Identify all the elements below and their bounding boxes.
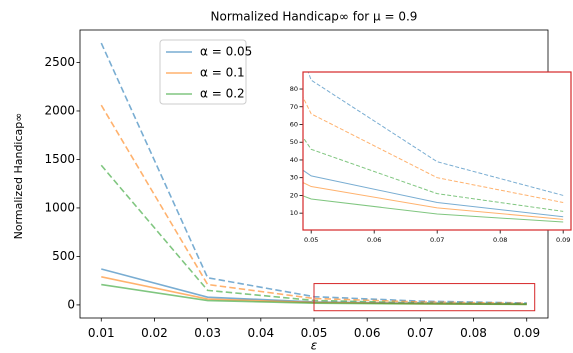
y-tick-label: 30 [290, 174, 298, 182]
y-tick-label: 1000 [44, 200, 75, 214]
x-tick-label: 0.08 [493, 236, 507, 244]
y-tick-label: 70 [290, 103, 298, 111]
legend-box [159, 39, 247, 105]
x-tick-label: 0.06 [354, 326, 381, 340]
main-axes: 0.01 0.02 0.03 0.04 0.05 0.06 0.07 0.08 0.090500… [44, 29, 549, 340]
y-tick-label: 50 [290, 138, 298, 146]
y-tick-label: 80 [290, 85, 298, 93]
y-axis-label: Normalized Handicap∞ [12, 113, 25, 240]
lines [303, 72, 564, 223]
y-tick-label: 20 [290, 191, 298, 199]
y-tick-label: 2000 [44, 103, 75, 117]
x-tick-label: 0.06 [367, 236, 381, 244]
x-tick-label: 0.07 [407, 326, 434, 340]
x-tick-label: 0.05 [304, 236, 318, 244]
y-tick-label: 0 [67, 297, 75, 311]
y-tick-label: 40 [290, 156, 298, 164]
dashed-line [303, 96, 564, 204]
x-tick-label: 0.08 [460, 326, 487, 340]
chart-title: Normalized Handicap∞ for μ = 0.9 [211, 10, 418, 24]
y-tick-label: 60 [290, 120, 298, 128]
legend-label: α = 0.05 [200, 45, 252, 59]
y-tick-label: 500 [52, 249, 75, 263]
x-tick-label: 0.07 [430, 236, 444, 244]
y-tick-label: 10 [290, 209, 298, 217]
x-axis-label: ε [311, 339, 318, 353]
x-tick-label: 0.09 [556, 236, 570, 244]
dashed-line [100, 104, 527, 305]
inset-frame [302, 71, 572, 231]
x-tick-label: 0.01 [88, 326, 115, 340]
y-tick-label: 1500 [44, 152, 75, 166]
x-tick-label: 0.04 [247, 326, 274, 340]
legend-label: α = 0.2 [200, 87, 245, 101]
line [303, 169, 564, 218]
x-tick-label: 0.02 [141, 326, 168, 340]
inset-axes: 0.05 0.06 0.07 0.08 0.09 10 20 30 40 50 60 70 80 [290, 71, 572, 244]
x-tick-label: 0.05 [301, 326, 328, 340]
x-tick-label: 0.03 [194, 326, 221, 340]
dashed-line [303, 136, 564, 212]
x-tick-label: 0.09 [513, 326, 540, 340]
line [303, 181, 564, 220]
inset-bg [303, 72, 572, 230]
y-tick-label: 2500 [44, 55, 75, 69]
legend-label: α = 0.1 [200, 66, 245, 80]
dashed-line [307, 72, 564, 196]
legend: α = 0.05 α = 0.1 α = 0.2 [159, 39, 252, 105]
zoom-box [313, 283, 536, 312]
line [303, 195, 564, 223]
